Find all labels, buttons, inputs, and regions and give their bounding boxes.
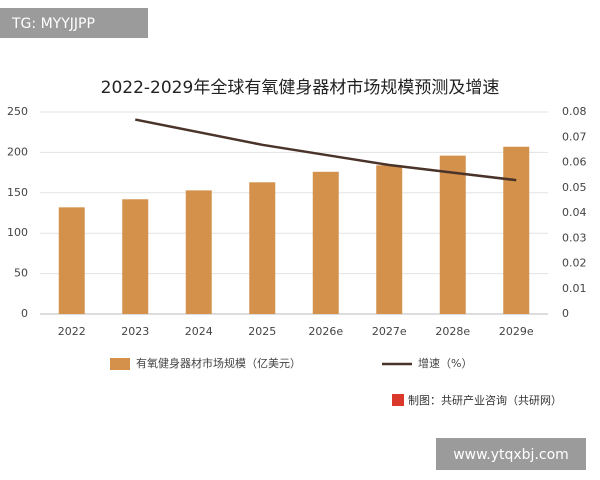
bar (312, 171, 339, 314)
y-tick-label: 50 (14, 267, 28, 280)
y-tick-label: 100 (7, 226, 28, 239)
url-box (436, 438, 586, 470)
bar (58, 207, 85, 314)
source: 制图：共研产业咨询（共研网） (408, 393, 562, 407)
bar (503, 146, 530, 314)
bar (122, 199, 149, 314)
tag: TG: MYYJJPP (11, 16, 95, 32)
x-tick-label: 2024 (185, 325, 213, 338)
legend-label: 有氧健身器材市场规模（亿美元） (136, 356, 301, 370)
chart-title: 2022-2029年全球有氧健身器材市场规模预测及增速 (101, 78, 500, 98)
y2-tick-label: 0.03 (562, 231, 587, 244)
x-tick-label: 2027e (372, 325, 407, 338)
y2-tick-label: 0.04 (562, 206, 587, 219)
x-tick-label: 2026e (308, 325, 343, 338)
bar (439, 155, 466, 314)
y-tick-label: 200 (7, 145, 28, 158)
tag-box (0, 8, 148, 38)
y-tick-label: 250 (7, 105, 28, 118)
y2-tick-label: 0 (562, 307, 569, 320)
bar (249, 182, 276, 314)
url: www.ytqxbj.com (453, 447, 569, 463)
x-tick-label: 2023 (121, 325, 149, 338)
legend-swatch (110, 358, 130, 370)
y2-tick-label: 0.06 (562, 156, 587, 169)
line (135, 118, 517, 182)
y-tick-label: 150 (7, 186, 28, 199)
x-tick-label: 2029e (499, 325, 534, 338)
y2-tick-label: 0.08 (562, 105, 587, 118)
y2-tick-label: 0.07 (562, 130, 587, 143)
x-tick-label: 2022 (58, 325, 86, 338)
y2-tick-label: 0.02 (562, 257, 587, 270)
x-tick-label: 2025 (248, 325, 276, 338)
bar (376, 165, 403, 314)
y2-tick-label: 0.01 (562, 282, 587, 295)
bar (185, 190, 212, 314)
y-tick-label: 0 (21, 307, 28, 320)
source-icon (392, 394, 404, 406)
x-tick-label: 2028e (435, 325, 470, 338)
legend-label: 增速（%） (418, 356, 472, 370)
y2-tick-label: 0.05 (562, 181, 587, 194)
